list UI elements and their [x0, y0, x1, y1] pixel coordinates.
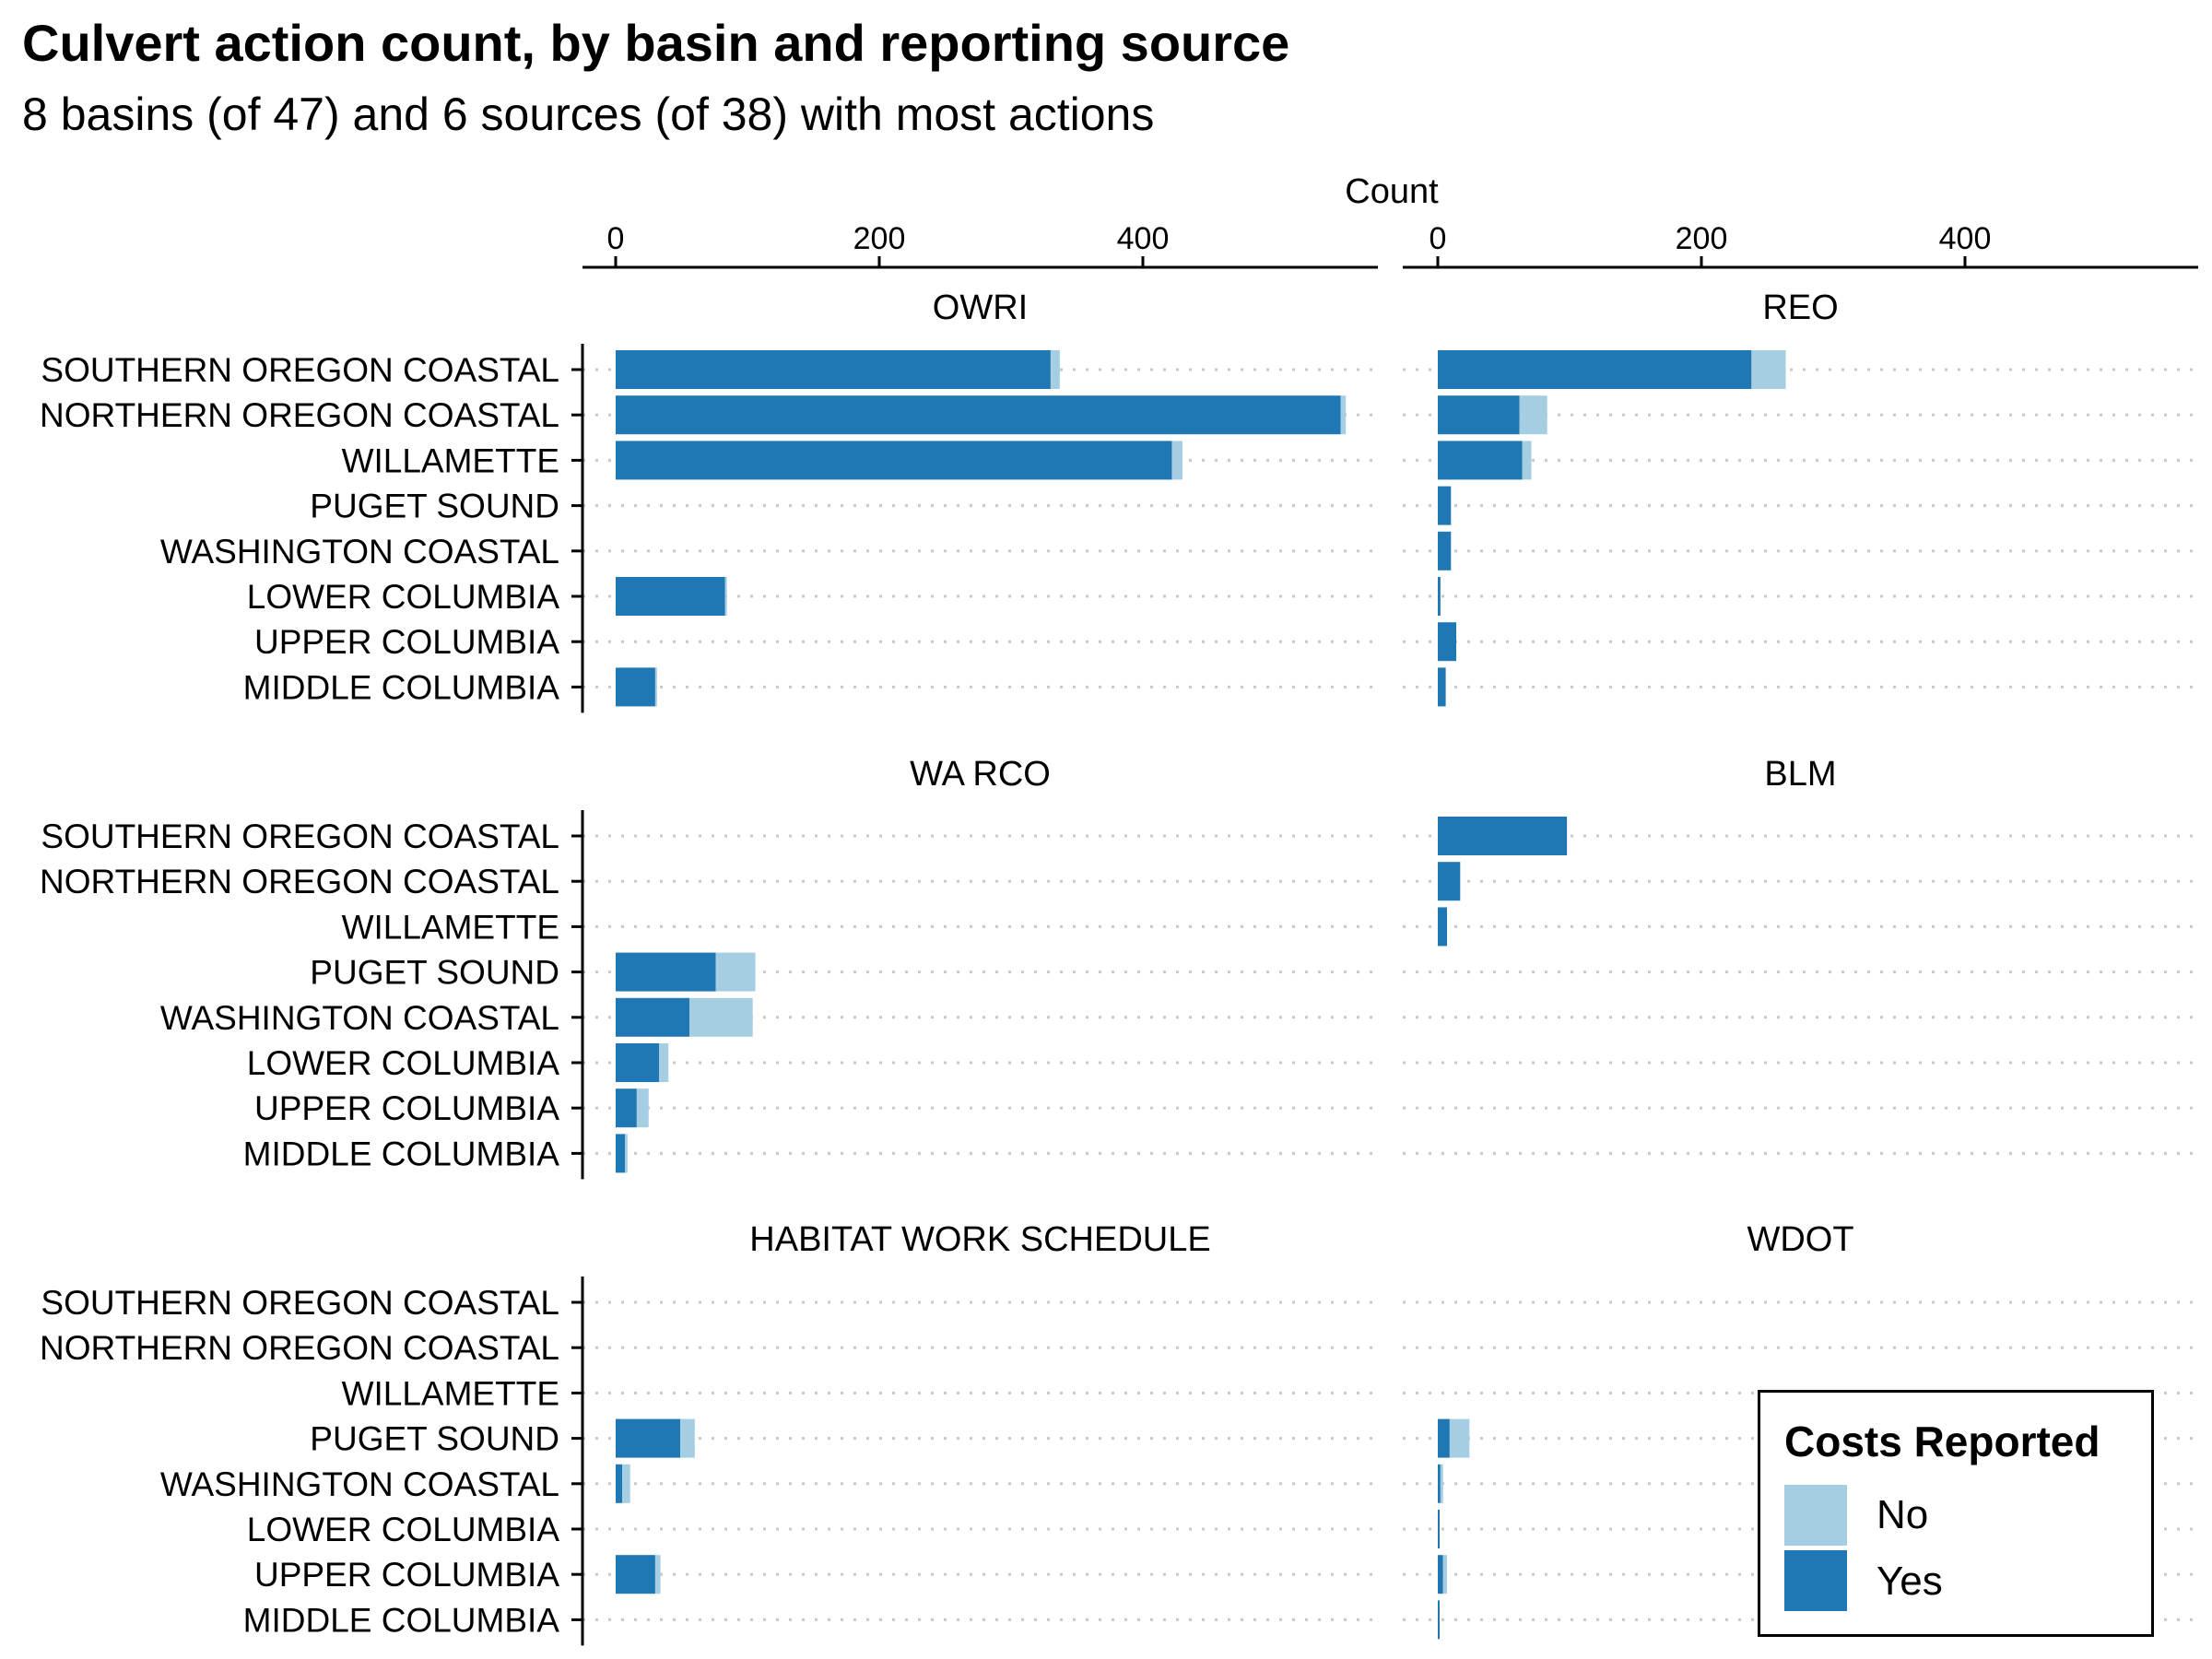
facet-label-reo: REO — [1762, 288, 1838, 327]
bar-owri-southern-oregon-coastal-no — [1050, 350, 1060, 389]
x-tick-label: 400 — [1939, 221, 1992, 256]
bar-reo-upper-columbia-yes — [1438, 622, 1457, 662]
bar-reo-southern-oregon-coastal-no — [1751, 350, 1786, 389]
bar-wdot-washington-coastal-yes — [1438, 1464, 1441, 1503]
legend: Costs Reported No Yes — [1758, 1390, 2154, 1637]
legend-label-no: No — [1877, 1492, 1929, 1537]
y-tick-label-lower-columbia: LOWER COLUMBIA — [247, 1044, 560, 1082]
legend-swatch-yes — [1784, 1550, 1847, 1611]
bar-owri-southern-oregon-coastal-yes — [616, 350, 1051, 389]
bar-wa-rco-upper-columbia-no — [636, 1088, 649, 1128]
facet-label-owri: OWRI — [933, 288, 1028, 327]
bar-wa-rco-puget-sound-yes — [616, 952, 716, 992]
y-tick-label-willamette: WILLAMETTE — [342, 908, 559, 946]
y-tick-label-willamette: WILLAMETTE — [342, 1374, 559, 1412]
x-tick-label: 200 — [853, 221, 906, 256]
bar-wa-rco-middle-columbia-yes — [616, 1134, 626, 1173]
y-tick-label-lower-columbia: LOWER COLUMBIA — [247, 1511, 560, 1548]
x-tick-label: 0 — [607, 221, 625, 256]
legend-title: Costs Reported — [1784, 1418, 2100, 1465]
bar-wa-rco-puget-sound-no — [715, 952, 756, 992]
chart-title: Culvert action count, by basin and repor… — [22, 14, 1290, 72]
bar-wa-rco-washington-coastal-yes — [616, 997, 690, 1037]
x-axis-title: Count — [1345, 172, 1439, 211]
y-tick-label-washington-coastal: WASHINGTON COASTAL — [160, 1465, 559, 1503]
bar-reo-washington-coastal-yes — [1438, 531, 1452, 571]
bar-reo-puget-sound-yes — [1438, 486, 1452, 525]
y-tick-label-southern-oregon-coastal: SOUTHERN OREGON COASTAL — [41, 818, 559, 855]
y-tick-label-washington-coastal: WASHINGTON COASTAL — [160, 533, 559, 571]
y-tick-label-washington-coastal: WASHINGTON COASTAL — [160, 999, 559, 1037]
legend-label-yes: Yes — [1877, 1559, 1943, 1604]
bar-reo-southern-oregon-coastal-yes — [1438, 350, 1752, 389]
x-tick-label: 400 — [1117, 221, 1170, 256]
bar-wdot-middle-columbia-yes — [1438, 1600, 1440, 1640]
y-tick-label-willamette: WILLAMETTE — [342, 441, 559, 479]
bar-habitat-work-schedule-upper-columbia-no — [654, 1555, 661, 1594]
bar-wa-rco-lower-columbia-no — [659, 1043, 669, 1082]
bar-wdot-upper-columbia-yes — [1438, 1555, 1443, 1594]
facet-label-wdot: WDOT — [1747, 1220, 1853, 1259]
y-tick-label-southern-oregon-coastal: SOUTHERN OREGON COASTAL — [41, 351, 559, 389]
bar-owri-willamette-yes — [616, 441, 1172, 480]
y-tick-label-middle-columbia: MIDDLE COLUMBIA — [243, 1601, 560, 1639]
bar-wdot-puget-sound-no — [1449, 1418, 1470, 1458]
y-tick-label-northern-oregon-coastal: NORTHERN OREGON COASTAL — [40, 1329, 559, 1367]
bar-habitat-work-schedule-puget-sound-no — [680, 1418, 695, 1458]
bar-reo-willamette-no — [1522, 441, 1532, 480]
x-tick-label: 200 — [1676, 221, 1728, 256]
y-tick-label-middle-columbia: MIDDLE COLUMBIA — [243, 1135, 560, 1172]
y-tick-label-middle-columbia: MIDDLE COLUMBIA — [243, 668, 560, 706]
bar-reo-middle-columbia-yes — [1438, 667, 1446, 707]
y-tick-label-upper-columbia: UPPER COLUMBIA — [254, 623, 559, 661]
y-tick-label-northern-oregon-coastal: NORTHERN OREGON COASTAL — [40, 863, 559, 900]
bar-habitat-work-schedule-upper-columbia-yes — [616, 1555, 655, 1594]
facet-label-habitat-work-schedule: HABITAT WORK SCHEDULE — [749, 1220, 1210, 1259]
bar-owri-northern-oregon-coastal-yes — [616, 395, 1341, 435]
bar-owri-middle-columbia-yes — [616, 667, 655, 707]
bar-wdot-washington-coastal-no — [1440, 1464, 1443, 1503]
x-tick-label: 0 — [1430, 221, 1447, 256]
bar-wa-rco-washington-coastal-no — [689, 997, 753, 1037]
y-tick-label-upper-columbia: UPPER COLUMBIA — [254, 1089, 559, 1127]
y-tick-label-lower-columbia: LOWER COLUMBIA — [247, 578, 560, 616]
bar-owri-lower-columbia-no — [724, 577, 727, 616]
y-tick-label-southern-oregon-coastal: SOUTHERN OREGON COASTAL — [41, 1284, 559, 1322]
y-tick-label-puget-sound: PUGET SOUND — [310, 1420, 559, 1458]
bar-blm-northern-oregon-coastal-yes — [1438, 862, 1461, 901]
bar-owri-lower-columbia-yes — [616, 577, 725, 616]
bar-reo-northern-oregon-coastal-no — [1519, 395, 1547, 435]
bar-reo-lower-columbia-yes — [1438, 577, 1441, 616]
y-tick-label-puget-sound: PUGET SOUND — [310, 488, 559, 525]
bar-owri-northern-oregon-coastal-no — [1340, 395, 1347, 435]
chart-subtitle: 8 basins (of 47) and 6 sources (of 38) w… — [22, 88, 1155, 140]
bar-wa-rco-middle-columbia-no — [625, 1134, 628, 1173]
bar-owri-willamette-no — [1171, 441, 1182, 480]
facet-label-blm: BLM — [1764, 755, 1836, 794]
y-tick-label-northern-oregon-coastal: NORTHERN OREGON COASTAL — [40, 396, 559, 434]
legend-swatch-no — [1784, 1485, 1847, 1546]
bar-blm-willamette-yes — [1438, 907, 1448, 947]
bar-habitat-work-schedule-puget-sound-yes — [616, 1418, 681, 1458]
bar-reo-northern-oregon-coastal-yes — [1438, 395, 1520, 435]
bar-wdot-puget-sound-yes — [1438, 1418, 1450, 1458]
bar-habitat-work-schedule-washington-coastal-yes — [616, 1464, 623, 1503]
y-tick-label-upper-columbia: UPPER COLUMBIA — [254, 1556, 559, 1594]
bar-blm-southern-oregon-coastal-yes — [1438, 817, 1568, 855]
y-tick-label-puget-sound: PUGET SOUND — [310, 954, 559, 992]
bar-owri-middle-columbia-no — [654, 667, 657, 707]
bar-wa-rco-upper-columbia-yes — [616, 1088, 637, 1128]
bar-wdot-upper-columbia-no — [1442, 1555, 1448, 1594]
facet-label-wa-rco: WA RCO — [910, 755, 1051, 794]
bar-wdot-lower-columbia-yes — [1438, 1510, 1440, 1548]
bar-habitat-work-schedule-washington-coastal-no — [622, 1464, 630, 1503]
bar-reo-willamette-yes — [1438, 441, 1523, 480]
bar-wa-rco-lower-columbia-yes — [616, 1043, 660, 1082]
